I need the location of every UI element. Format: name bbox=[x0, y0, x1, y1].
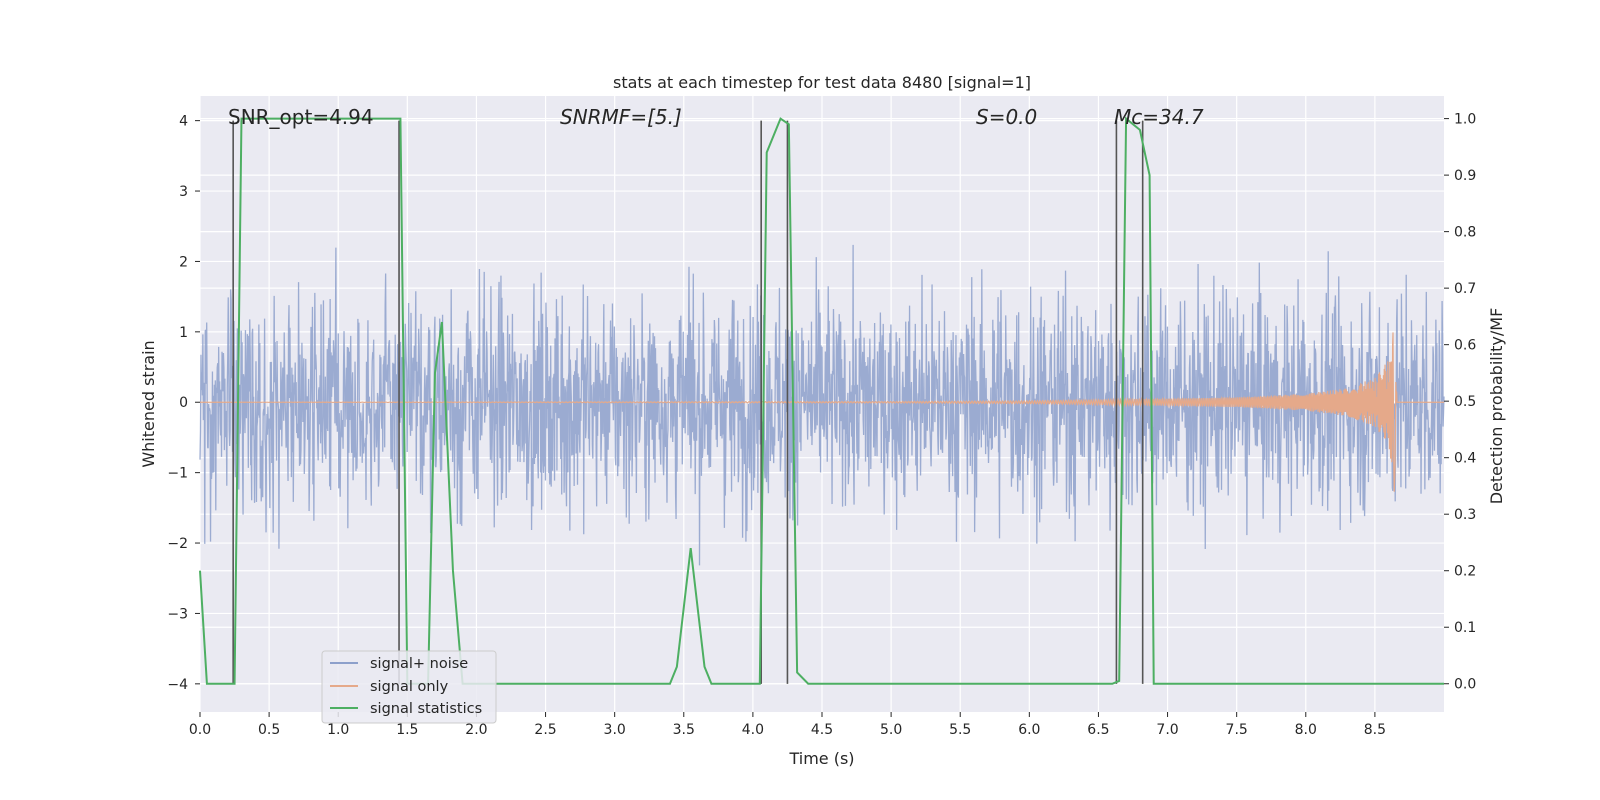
annotations: SNR_opt=4.94 SNRMF=[5.] S=0.0 Mc=34.7 bbox=[228, 105, 1204, 129]
annotation-snr-opt: SNR_opt=4.94 bbox=[228, 105, 374, 129]
y-right-tick-label: 0.5 bbox=[1454, 394, 1476, 410]
legend: signal+ noise signal only signal statist… bbox=[321, 650, 497, 724]
y-tick-label: −3 bbox=[167, 606, 188, 622]
x-tick-label: 7.0 bbox=[1156, 722, 1178, 738]
x-tick-label: 6.5 bbox=[1087, 722, 1109, 738]
y-right-axis-label: Detection probability/MF bbox=[1487, 308, 1506, 505]
y-tick-label: 4 bbox=[179, 114, 188, 130]
x-tick-label: 8.0 bbox=[1295, 722, 1317, 738]
y-right-tick-label: 1.0 bbox=[1454, 112, 1476, 128]
y-axis-ticks: 4 3 2 1 0 −1 −2 −3 −4 bbox=[167, 114, 200, 693]
x-tick-label: 5.5 bbox=[949, 722, 971, 738]
chart-title: stats at each timestep for test data 848… bbox=[613, 73, 1031, 92]
x-tick-label: 4.0 bbox=[742, 722, 764, 738]
y-right-tick-label: 0.4 bbox=[1454, 451, 1476, 467]
y-right-tick-label: 0.1 bbox=[1454, 620, 1476, 636]
x-tick-label: 2.5 bbox=[534, 722, 556, 738]
x-tick-label: 1.0 bbox=[327, 722, 349, 738]
y-tick-label: −1 bbox=[167, 466, 188, 482]
y-tick-label: 3 bbox=[179, 184, 188, 200]
y-right-tick-label: 0.0 bbox=[1454, 677, 1476, 693]
legend-label-signal-noise: signal+ noise bbox=[370, 656, 468, 672]
x-tick-label: 5.0 bbox=[880, 722, 902, 738]
x-tick-label: 7.5 bbox=[1226, 722, 1248, 738]
y-right-tick-label: 0.9 bbox=[1454, 168, 1476, 184]
x-tick-label: 0.5 bbox=[258, 722, 280, 738]
y-right-tick-label: 0.3 bbox=[1454, 507, 1476, 523]
y-right-tick-label: 0.6 bbox=[1454, 338, 1476, 354]
annotation-s: S=0.0 bbox=[976, 105, 1037, 129]
y-right-tick-label: 0.8 bbox=[1454, 225, 1476, 241]
x-tick-label: 1.5 bbox=[396, 722, 418, 738]
y-axis-label: Whitened strain bbox=[139, 340, 158, 467]
y-tick-label: −2 bbox=[167, 536, 188, 552]
legend-label-signal-statistics: signal statistics bbox=[370, 701, 482, 717]
x-tick-label: 4.5 bbox=[811, 722, 833, 738]
x-tick-label: 3.0 bbox=[604, 722, 626, 738]
signal-statistics-line bbox=[199, 116, 1444, 685]
y-tick-label: 0 bbox=[179, 395, 188, 411]
y-right-tick-label: 0.7 bbox=[1454, 281, 1476, 297]
x-axis-label: Time (s) bbox=[788, 749, 854, 768]
y-tick-label: 1 bbox=[179, 325, 188, 341]
x-tick-label: 3.5 bbox=[673, 722, 695, 738]
x-tick-label: 2.0 bbox=[465, 722, 487, 738]
legend-box bbox=[321, 650, 497, 724]
legend-label-signal-only: signal only bbox=[370, 679, 449, 695]
annotation-snr-mf: SNRMF=[5.] bbox=[560, 105, 682, 129]
y-tick-label: −4 bbox=[167, 677, 188, 693]
x-tick-label: 0.0 bbox=[189, 722, 211, 738]
y-right-tick-label: 0.2 bbox=[1454, 564, 1476, 580]
x-tick-label: 8.5 bbox=[1364, 722, 1386, 738]
y-right-axis-ticks: 1.0 0.9 0.8 0.7 0.6 0.5 0.4 0.3 0.2 0.1 0.0 bbox=[1444, 112, 1476, 693]
x-axis-ticks: 0.0 0.5 1.0 1.5 2.0 2.5 3.0 3.5 4.0 4.5 5.0 5.5 6.0 6… bbox=[189, 712, 1386, 738]
y-tick-label: 2 bbox=[179, 254, 188, 270]
annotation-mc: Mc=34.7 bbox=[1114, 105, 1204, 129]
x-tick-label: 6.0 bbox=[1018, 722, 1040, 738]
signal-statistics-series bbox=[199, 116, 1444, 685]
